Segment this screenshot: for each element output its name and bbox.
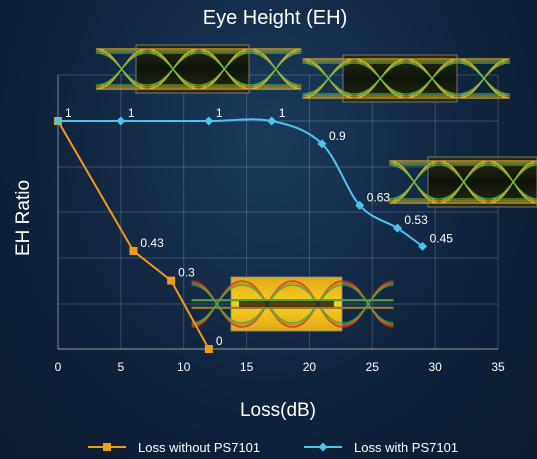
series-without-ps7101: 0.43 0.3 0 [54, 117, 223, 353]
data-point-diamond [204, 116, 214, 126]
data-label: 0.63 [367, 190, 391, 204]
x-tick-label: 0 [55, 360, 62, 374]
data-point-diamond [53, 116, 63, 126]
x-tick-label: 30 [428, 360, 442, 374]
eye-diagram-border [427, 156, 537, 208]
data-label: 0.9 [329, 129, 346, 143]
legend: Loss without PS7101 Loss with PS7101 [88, 440, 458, 455]
series-line [57, 120, 210, 350]
legend-marker-diamond [318, 442, 328, 452]
legend-label: Loss without PS7101 [138, 440, 260, 455]
eye-trace [354, 62, 407, 95]
legend-item: Loss without PS7101 [88, 440, 260, 455]
x-tick-label: 5 [118, 360, 125, 374]
eye-diagram-inset [95, 44, 302, 94]
eye-diagram-border [342, 54, 458, 103]
x-axis-title: Loss(dB) [240, 400, 316, 421]
x-tick-label: 15 [240, 360, 254, 374]
eye-trace [249, 52, 302, 86]
x-tick-labels: 0 5 10 15 20 25 30 35 [55, 360, 505, 374]
eye-trace [191, 284, 243, 324]
series: 0.43 0.3 0 1 1 1 1 0.9 0.63 0.530.45 [53, 106, 454, 353]
data-label: 0.53 [404, 213, 428, 227]
eye-diagram-border [230, 276, 343, 332]
eye-trace [95, 52, 148, 86]
data-label: 1 [65, 106, 72, 120]
eye-diagram-border [135, 44, 250, 94]
x-tick-label: 20 [303, 360, 317, 374]
eye-diagram-insets [95, 44, 537, 332]
chart-title: Eye Height (EH) [203, 7, 348, 29]
eye-trace [389, 164, 439, 200]
x-tick-label: 25 [366, 360, 380, 374]
data-point-diamond [267, 116, 277, 126]
legend-label: Loss with PS7101 [354, 440, 458, 455]
eye-diagram-inset [302, 54, 510, 103]
data-label: 0.3 [178, 266, 195, 280]
legend-marker-square [103, 443, 111, 451]
legend-item: Loss with PS7101 [304, 440, 458, 455]
data-label: 1 [216, 106, 223, 120]
data-label: 1 [279, 106, 286, 120]
eye-trace [342, 284, 394, 324]
eye-trace [147, 52, 199, 86]
data-point-diamond [355, 200, 365, 210]
data-point-square [129, 246, 138, 255]
data-point-diamond [317, 139, 327, 149]
x-tick-label: 10 [177, 360, 191, 374]
eye-closure-band [239, 301, 334, 307]
data-label: 0.45 [430, 231, 454, 245]
eye-trace [302, 62, 355, 95]
data-point-diamond [418, 241, 428, 251]
eye-trace [438, 164, 489, 200]
data-point-square [167, 276, 176, 285]
eye-trace [406, 62, 459, 95]
data-label: 0 [216, 334, 223, 348]
eye-trace [488, 164, 537, 200]
data-point-diamond [116, 116, 126, 126]
data-label: 0.43 [140, 236, 164, 250]
series-line [57, 118, 424, 248]
data-label: 1 [128, 106, 135, 120]
eye-trace [198, 52, 251, 86]
series-with-ps7101: 1 1 1 1 0.9 0.63 0.530.45 [53, 106, 454, 251]
eye-diagram-inset [191, 276, 394, 332]
y-axis-title: EH Ratio [13, 180, 34, 256]
data-point-square [204, 345, 213, 353]
eye-trace [458, 62, 510, 95]
x-tick-label: 35 [491, 360, 505, 374]
data-point-diamond [392, 223, 402, 233]
eye-diagram-inset [389, 156, 537, 208]
